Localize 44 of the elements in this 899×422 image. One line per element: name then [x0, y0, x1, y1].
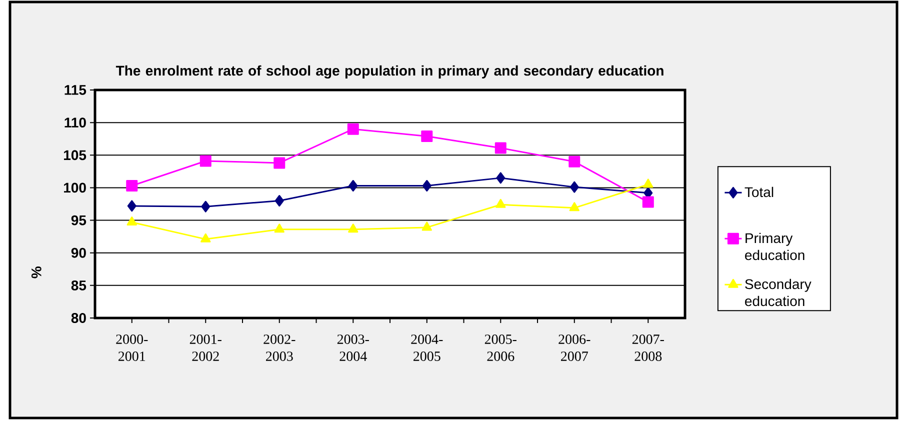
point: [126, 180, 138, 192]
chart-title: The enrolment rate of school age population in primary and secondary education: [116, 65, 664, 78]
point: [569, 202, 580, 212]
y-tick-label: 90: [71, 248, 86, 258]
point: [422, 180, 432, 192]
point: [347, 123, 359, 135]
point: [570, 181, 579, 193]
point: [568, 156, 580, 168]
point: [496, 198, 506, 208]
y-tick-label: 95: [71, 215, 86, 226]
y-tick-label: 110: [64, 118, 86, 128]
point: [201, 200, 210, 212]
point: [421, 130, 433, 142]
y-tick-label: 85: [71, 280, 86, 290]
x-tick-label: 2005-2006: [484, 334, 516, 361]
point: [127, 200, 136, 212]
point: [496, 172, 506, 184]
y-tick-label: 100: [64, 182, 86, 193]
point: [274, 224, 284, 233]
x-tick-label: 2004-2005: [411, 334, 443, 361]
point: [274, 157, 286, 169]
x-tick-label: 2007-2008: [632, 334, 664, 361]
point: [126, 216, 137, 226]
x-tick-label: 2000-2001: [116, 334, 148, 361]
x-tick-label: 2001-2002: [190, 334, 222, 361]
x-tick-label: 2006-2007: [558, 334, 590, 361]
y-tick-label: 105: [64, 150, 86, 160]
y-tick-label: 115: [64, 85, 86, 95]
legend-label: Primary education: [745, 232, 804, 260]
point: [348, 180, 358, 192]
y-tick-label: 80: [71, 313, 86, 323]
x-tick-label: 2003-2004: [337, 334, 369, 361]
y-axis-title: %: [31, 266, 42, 278]
legend-label: Secondary education: [745, 278, 812, 306]
point: [643, 178, 654, 188]
point: [642, 196, 654, 208]
point: [348, 224, 358, 233]
point: [274, 194, 284, 206]
point: [494, 142, 506, 154]
legend-label: Total: [744, 186, 774, 198]
point: [200, 233, 211, 242]
x-tick-label: 2002-2003: [264, 334, 296, 361]
point: [200, 155, 212, 167]
point: [422, 222, 432, 231]
